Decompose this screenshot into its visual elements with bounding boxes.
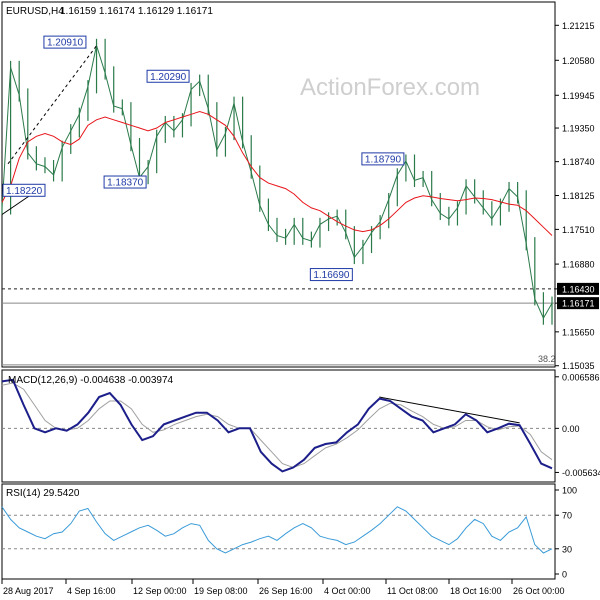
rsi-tick-label: 100: [562, 486, 577, 496]
rsi-series: [1, 506, 553, 554]
macd-axis: 0.006586 0.00 -0.005634: [555, 372, 600, 478]
price-label-box: [146, 69, 190, 83]
time-tick-label: 26 Sep 16:00: [259, 586, 313, 596]
price-tick-label: 1.18125: [562, 191, 595, 201]
macd-tick-label: 0.00: [562, 424, 580, 434]
price-tag-bg: [557, 297, 599, 310]
price-levels: 38.2: [2, 288, 556, 366]
ohlc-readout: 1.16159 1.16174 1.16129 1.16171: [60, 6, 213, 17]
time-axis: 28 Aug 2017 4 Sep 16:00 12 Sep 00:00 19 Sep…: [1, 579, 565, 596]
price-panel-frame: [1, 1, 556, 368]
macd-panel-frame: [1, 369, 556, 483]
fib-level-label: 38.2: [538, 354, 556, 364]
macd-signal-line: [1, 382, 553, 469]
price-label-text: 1.18790: [365, 154, 402, 165]
price-tag-bg: [557, 282, 599, 295]
watermark: ActionForex.com: [300, 74, 480, 101]
macd-line: [1, 378, 553, 473]
price-label-text: 1.18370: [107, 178, 144, 189]
symbol-title: EURUSD,H4: [6, 6, 64, 17]
time-tick-label: 19 Sep 08:00: [194, 586, 248, 596]
rsi-axis: 100 70 30 0: [555, 486, 577, 580]
macd-tick-label: 0.006586: [562, 372, 600, 382]
time-tick-label: 4 Sep 16:00: [67, 586, 116, 596]
macd-title: MACD(12,26,9) -0.004638 -0.003974: [8, 375, 174, 386]
price-tick-label: 1.17510: [562, 225, 595, 235]
price-label-text: 1.20290: [150, 72, 187, 83]
price-label-box: [2, 183, 46, 197]
rsi-tick-label: 30: [562, 544, 572, 554]
rsi-line: [1, 506, 553, 554]
price-labels: 1.20910 1.18370 1.20290 1.16690 1.18790 1.182…: [2, 35, 405, 282]
price-tick-label: 1.16430: [562, 284, 595, 294]
price-label-text: 1.20910: [47, 38, 84, 49]
rsi-tick-label: 0: [562, 570, 567, 580]
price-series: [1, 38, 553, 325]
rsi-title: RSI(14) 29.5420: [6, 488, 80, 499]
time-tick-label: 11 Oct 08:00: [387, 586, 438, 596]
price-label-text: 1.16690: [313, 270, 350, 281]
price-label-text: 1.18220: [6, 186, 43, 197]
rsi-levels: [2, 514, 555, 550]
price-label-box: [309, 268, 353, 282]
price-panel[interactable]: ActionForex.com 38.2 1.20910 1.18370 1.202…: [1, 1, 599, 371]
price-tick-label: 1.15035: [562, 361, 595, 371]
price-tick-label: 1.16171: [562, 299, 595, 309]
time-tick-label: 18 Oct 16:00: [450, 586, 502, 596]
rsi-panel[interactable]: 100 70 30 0 RSI(14) 29.5420: [1, 483, 577, 580]
time-tick-label: 26 Oct 00:00: [513, 586, 565, 596]
macd-panel[interactable]: 0.006586 0.00 -0.005634 MACD(12,26,9) -0.0…: [1, 369, 600, 483]
macd-series: [1, 378, 553, 473]
price-tick-label: 1.19350: [562, 124, 595, 134]
rsi-panel-frame: [1, 483, 556, 580]
moving-average-line: [1, 110, 553, 236]
price-tick-label: 1.18740: [562, 157, 595, 167]
time-tick-label: 28 Aug 2017: [3, 586, 54, 596]
trend-line-dashed: [7, 43, 99, 165]
time-tick-label: 12 Sep 00:00: [133, 586, 187, 596]
price-label-box: [103, 175, 147, 189]
price-tick-label: 1.20580: [562, 56, 595, 66]
price-label-box: [361, 152, 405, 166]
price-tick-label: 1.15650: [562, 327, 595, 337]
price-label-box: [43, 35, 87, 49]
macd-divergence-line: [379, 396, 520, 424]
macd-tick-label: -0.005634: [562, 468, 600, 478]
rsi-tick-label: 70: [562, 511, 572, 521]
price-tick-label: 1.21215: [562, 21, 595, 31]
price-tick-label: 1.19945: [562, 91, 595, 101]
price-tick-label: 1.16880: [562, 260, 595, 270]
price-axis: 1.21215 1.20580 1.19945 1.19350 1.18740 1.181…: [555, 21, 599, 371]
time-tick-label: 4 Oct 00:00: [324, 586, 371, 596]
